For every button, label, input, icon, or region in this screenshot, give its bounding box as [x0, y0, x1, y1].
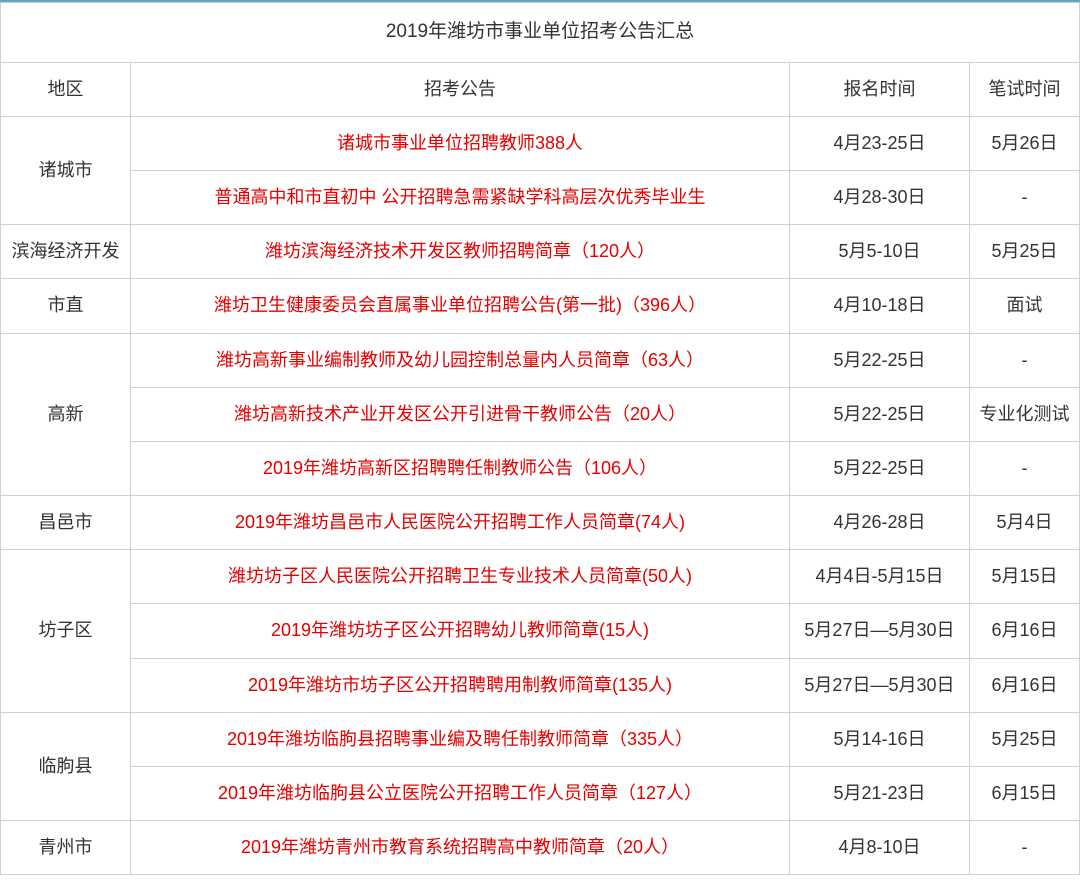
table-row: 2019年潍坊坊子区公开招聘幼儿教师简章(15人) 5月27日—5月30日6月16… [1, 604, 1080, 658]
apply-time-cell: 4月28-30日 [789, 170, 969, 224]
exam-time-cell: 6月16日 [969, 604, 1079, 658]
region-cell: 市直 [1, 279, 131, 333]
notice-link[interactable]: 潍坊坊子区人民医院公开招聘卫生专业技术人员简章(50人) [228, 566, 692, 586]
notice-link[interactable]: 2019年潍坊临朐县公立医院公开招聘工作人员简章（127人） [218, 783, 702, 803]
exam-time-cell: - [969, 821, 1079, 875]
exam-time-cell: - [969, 333, 1079, 387]
region-cell: 高新 [1, 333, 131, 496]
exam-time-cell: - [969, 170, 1079, 224]
region-cell: 青州市 [1, 821, 131, 875]
table-row: 临朐县2019年潍坊临朐县招聘事业编及聘任制教师简章（335人）5月14-16日… [1, 712, 1080, 766]
table-title-row: 2019年潍坊市事业单位招考公告汇总 [1, 3, 1080, 63]
notice-link[interactable]: 2019年潍坊临朐县招聘事业编及聘任制教师简章（335人） [227, 729, 693, 749]
apply-time-cell: 4月10-18日 [789, 279, 969, 333]
exam-time-cell: 6月16日 [969, 658, 1079, 712]
region-cell: 诸城市 [1, 116, 131, 224]
notice-link[interactable]: 2019年潍坊市坊子区公开招聘聘用制教师简章(135人) [248, 675, 672, 695]
notice-link[interactable]: 普通高中和市直初中 公开招聘急需紧缺学科高层次优秀毕业生 [214, 187, 705, 207]
notice-link[interactable]: 潍坊高新事业编制教师及幼儿园控制总量内人员简章（63人） [216, 350, 704, 370]
notice-link[interactable]: 潍坊卫生健康委员会直属事业单位招聘公告(第一批)（396人） [214, 295, 706, 315]
exam-time-cell: 5月25日 [969, 712, 1079, 766]
apply-time-cell: 4月26-28日 [789, 496, 969, 550]
exam-time-cell: 5月15日 [969, 550, 1079, 604]
apply-time-cell: 5月22-25日 [789, 387, 969, 441]
notice-link[interactable]: 2019年潍坊坊子区公开招聘幼儿教师简章(15人) [271, 620, 649, 640]
notice-cell: 潍坊高新事业编制教师及幼儿园控制总量内人员简章（63人） [131, 333, 790, 387]
table-row: 市直 潍坊卫生健康委员会直属事业单位招聘公告(第一批)（396人） 4月10-18日… [1, 279, 1080, 333]
exam-time-cell: 5月26日 [969, 116, 1079, 170]
exam-time-cell: - [969, 441, 1079, 495]
recruitment-table-container: 2019年潍坊市事业单位招考公告汇总 地区 招考公告 报名时间 笔试时间 诸城市… [0, 0, 1080, 875]
notice-link[interactable]: 潍坊滨海经济技术开发区教师招聘简章（120人） [265, 241, 655, 261]
table-title: 2019年潍坊市事业单位招考公告汇总 [1, 3, 1080, 63]
apply-time-cell: 4月23-25日 [789, 116, 969, 170]
notice-cell: 2019年潍坊临朐县公立医院公开招聘工作人员简章（127人） [131, 767, 790, 821]
table-row: 普通高中和市直初中 公开招聘急需紧缺学科高层次优秀毕业生 4月28-30日- [1, 170, 1080, 224]
notice-cell: 普通高中和市直初中 公开招聘急需紧缺学科高层次优秀毕业生 [131, 170, 790, 224]
exam-time-cell: 专业化测试 [969, 387, 1079, 441]
table-row: 坊子区潍坊坊子区人民医院公开招聘卫生专业技术人员简章(50人)4月4日-5月15… [1, 550, 1080, 604]
col-header-exam-time: 笔试时间 [969, 62, 1079, 116]
region-cell: 滨海经济开发 [1, 225, 131, 279]
table-header-row: 地区 招考公告 报名时间 笔试时间 [1, 62, 1080, 116]
table-row: 2019年潍坊高新区招聘聘任制教师公告（106人） 5月22-25日- [1, 441, 1080, 495]
notice-cell: 2019年潍坊高新区招聘聘任制教师公告（106人） [131, 441, 790, 495]
table-row: 2019年潍坊市坊子区公开招聘聘用制教师简章(135人) 5月27日—5月30日6… [1, 658, 1080, 712]
col-header-region: 地区 [1, 62, 131, 116]
notice-link[interactable]: 2019年潍坊青州市教育系统招聘高中教师简章（20人） [241, 837, 679, 857]
notice-cell: 2019年潍坊坊子区公开招聘幼儿教师简章(15人) [131, 604, 790, 658]
col-header-notice: 招考公告 [131, 62, 790, 116]
notice-link[interactable]: 2019年潍坊高新区招聘聘任制教师公告（106人） [263, 458, 657, 478]
notice-cell: 潍坊高新技术产业开发区公开引进骨干教师公告（20人） [131, 387, 790, 441]
exam-time-cell: 5月4日 [969, 496, 1079, 550]
notice-cell: 潍坊卫生健康委员会直属事业单位招聘公告(第一批)（396人） [131, 279, 790, 333]
table-row: 滨海经济开发 潍坊滨海经济技术开发区教师招聘简章（120人） 5月5-10日5月25… [1, 225, 1080, 279]
notice-cell: 诸城市事业单位招聘教师388人 [131, 116, 790, 170]
apply-time-cell: 5月22-25日 [789, 441, 969, 495]
exam-time-cell: 6月15日 [969, 767, 1079, 821]
table-row: 潍坊高新技术产业开发区公开引进骨干教师公告（20人） 5月22-25日专业化测试 [1, 387, 1080, 441]
notice-cell: 2019年潍坊青州市教育系统招聘高中教师简章（20人） [131, 821, 790, 875]
table-row: 高新潍坊高新事业编制教师及幼儿园控制总量内人员简章（63人）5月22-25日- [1, 333, 1080, 387]
notice-cell: 2019年潍坊临朐县招聘事业编及聘任制教师简章（335人） [131, 712, 790, 766]
region-cell: 坊子区 [1, 550, 131, 713]
notice-cell: 潍坊滨海经济技术开发区教师招聘简章（120人） [131, 225, 790, 279]
notice-link[interactable]: 潍坊高新技术产业开发区公开引进骨干教师公告（20人） [234, 404, 686, 424]
apply-time-cell: 4月4日-5月15日 [789, 550, 969, 604]
notice-cell: 2019年潍坊昌邑市人民医院公开招聘工作人员简章(74人) [131, 496, 790, 550]
col-header-apply-time: 报名时间 [789, 62, 969, 116]
table-row: 诸城市诸城市事业单位招聘教师388人4月23-25日5月26日 [1, 116, 1080, 170]
recruitment-table: 2019年潍坊市事业单位招考公告汇总 地区 招考公告 报名时间 笔试时间 诸城市… [0, 2, 1080, 875]
apply-time-cell: 5月27日—5月30日 [789, 658, 969, 712]
region-cell: 昌邑市 [1, 496, 131, 550]
apply-time-cell: 5月22-25日 [789, 333, 969, 387]
apply-time-cell: 4月8-10日 [789, 821, 969, 875]
apply-time-cell: 5月14-16日 [789, 712, 969, 766]
notice-cell: 2019年潍坊市坊子区公开招聘聘用制教师简章(135人) [131, 658, 790, 712]
exam-time-cell: 面试 [969, 279, 1079, 333]
notice-link[interactable]: 诸城市事业单位招聘教师388人 [337, 133, 583, 153]
notice-link[interactable]: 2019年潍坊昌邑市人民医院公开招聘工作人员简章(74人) [235, 512, 685, 532]
table-row: 青州市 2019年潍坊青州市教育系统招聘高中教师简章（20人） 4月8-10日- [1, 821, 1080, 875]
apply-time-cell: 5月27日—5月30日 [789, 604, 969, 658]
table-row: 2019年潍坊临朐县公立医院公开招聘工作人员简章（127人） 5月21-23日6月… [1, 767, 1080, 821]
apply-time-cell: 5月21-23日 [789, 767, 969, 821]
region-cell: 临朐县 [1, 712, 131, 820]
notice-cell: 潍坊坊子区人民医院公开招聘卫生专业技术人员简章(50人) [131, 550, 790, 604]
apply-time-cell: 5月5-10日 [789, 225, 969, 279]
exam-time-cell: 5月25日 [969, 225, 1079, 279]
table-row: 昌邑市 2019年潍坊昌邑市人民医院公开招聘工作人员简章(74人) 4月26-28日… [1, 496, 1080, 550]
